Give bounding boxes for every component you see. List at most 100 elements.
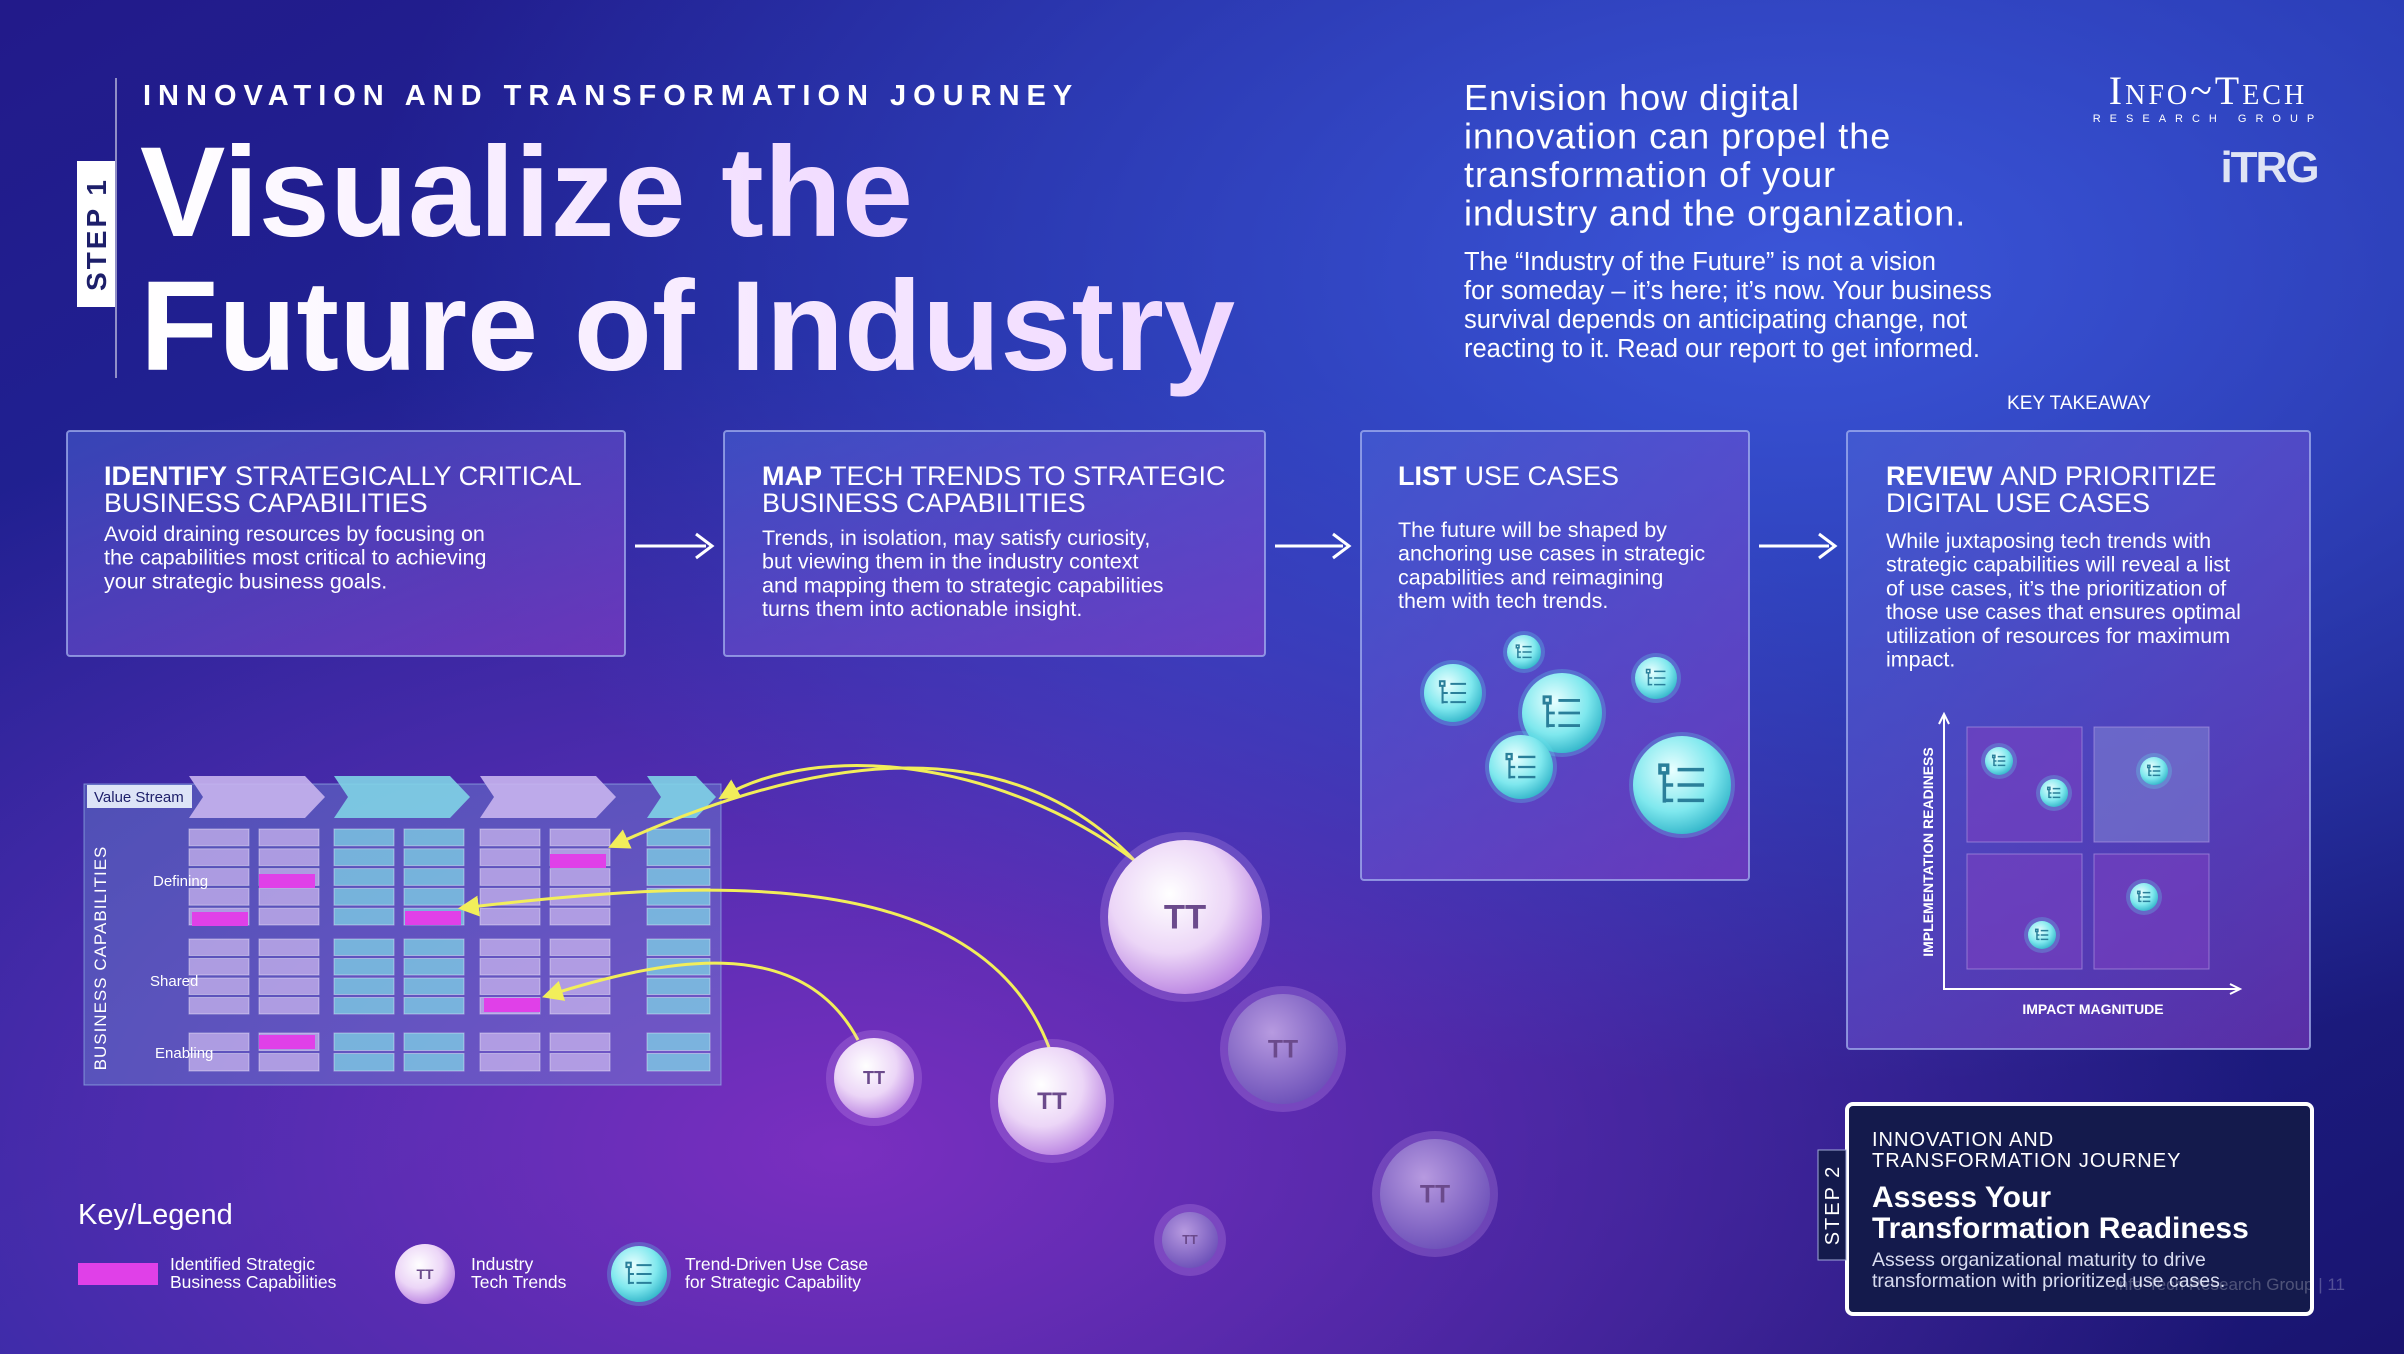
capability-cell xyxy=(333,907,395,926)
y-axis-label: IMPLEMENTATION READINESS xyxy=(1920,747,1936,957)
capability-cell xyxy=(479,977,541,995)
list-icon xyxy=(2136,890,2151,903)
step-heading: DIGITAL USE CASES xyxy=(1886,488,2150,518)
capability-cell xyxy=(333,958,395,976)
capability-cell xyxy=(403,977,465,995)
row-label: Enabling xyxy=(155,1045,213,1062)
list-icon-part xyxy=(1542,695,1552,705)
list-icon xyxy=(2034,928,2049,941)
list-icon-part xyxy=(1515,644,1520,649)
list-icon xyxy=(2146,764,2161,777)
step2-body: Assess organizational maturity to drive xyxy=(1872,1249,2206,1271)
title: Future of Industry xyxy=(140,255,1235,398)
step-body: strategic capabilities will reveal a lis… xyxy=(1886,553,2230,577)
list-icon-part xyxy=(2034,928,2039,933)
capability-cell xyxy=(258,977,320,995)
tech-trend-bubble xyxy=(1380,1139,1490,1249)
step-box xyxy=(66,430,626,657)
capability-cell xyxy=(188,958,250,976)
step-body: Avoid draining resources by focusing on xyxy=(104,522,485,546)
quadrant-cell xyxy=(1966,726,2083,843)
capability-cell xyxy=(479,868,541,886)
capability-cell xyxy=(333,977,395,995)
arrowhead xyxy=(1818,532,1838,560)
step-heading-bold: REVIEW xyxy=(1886,461,1993,491)
tech-trend-bubble xyxy=(1108,840,1262,994)
list-icon xyxy=(1515,644,1532,659)
list-icon xyxy=(1505,752,1536,779)
step2-box[interactable] xyxy=(1845,1102,2314,1316)
footer: Info-Tech Research Group | 11 xyxy=(2114,1275,2345,1294)
tech-trend-label: TT xyxy=(1182,1233,1198,1247)
list-icon-part xyxy=(2036,929,2049,941)
capability-cell xyxy=(188,977,250,995)
logo-tagline: RESEARCH GROUP xyxy=(2093,113,2324,125)
capability-cell xyxy=(188,938,250,956)
capability-cell xyxy=(646,907,711,926)
step-body: turns them into actionable insight. xyxy=(762,597,1082,621)
capability-cell xyxy=(333,868,395,886)
list-icon-part xyxy=(2146,764,2151,769)
step2-kicker: TRANSFORMATION JOURNEY xyxy=(1872,1150,2181,1172)
legend-label: Identified Strategic xyxy=(170,1254,315,1274)
key-takeaway-label: KEY TAKEAWAY xyxy=(2007,393,2151,414)
connector xyxy=(457,888,1052,1051)
step-heading-bold: MAP xyxy=(762,461,822,491)
step-heading: REVIEW AND PRIORITIZE xyxy=(1886,461,2217,491)
x-axis-label: IMPACT MAGNITUDE xyxy=(2022,1001,2163,1017)
intro-headline: Envision how digital xyxy=(1464,77,1800,118)
capability-cell xyxy=(646,1053,711,1072)
legend-label: for Strategic Capability xyxy=(685,1272,861,1292)
capability-cell xyxy=(646,977,711,995)
legend-label: Trend-Driven Use Case xyxy=(685,1254,868,1274)
step-body: those use cases that ensures optimal xyxy=(1886,600,2241,624)
capability-cell xyxy=(333,887,395,906)
row-label: Shared xyxy=(150,973,198,990)
capability-cell xyxy=(646,887,711,906)
capability-cell xyxy=(646,868,711,886)
connector xyxy=(718,764,1135,862)
capability-cell xyxy=(646,1032,711,1051)
list-icon-part xyxy=(2138,891,2151,903)
list-icon xyxy=(2046,786,2061,799)
step-body: and mapping them to strategic capabiliti… xyxy=(762,573,1164,597)
chevron xyxy=(189,776,325,818)
capability-cell xyxy=(188,1053,250,1072)
step-heading: MAP TECH TRENDS TO STRATEGIC xyxy=(762,461,1226,491)
step-body: anchoring use cases in strategic xyxy=(1398,542,1705,566)
step-body: impact. xyxy=(1886,648,1955,672)
intro-body: reacting to it. Read our report to get i… xyxy=(1464,335,1980,363)
step-heading-text: USE CASES xyxy=(1465,461,1620,491)
capability-cell xyxy=(188,1032,250,1051)
step2-tab xyxy=(1817,1149,1847,1261)
tech-trend-label: TT xyxy=(1037,1088,1067,1115)
step-body: them with tech trends. xyxy=(1398,589,1608,613)
strategic-capability xyxy=(259,1035,315,1049)
row-label: Defining xyxy=(153,873,208,890)
step-tab xyxy=(77,161,115,307)
list-icon xyxy=(1658,763,1705,803)
legend-swatch xyxy=(78,1263,158,1285)
legend-title: Key/Legend xyxy=(78,1199,233,1231)
capability-cell xyxy=(646,938,711,956)
capability-cell xyxy=(333,997,395,1015)
tech-trend-bubble xyxy=(998,1047,1106,1155)
list-icon-part xyxy=(1505,752,1513,761)
list-icon-part xyxy=(1645,668,1651,674)
step-heading: BUSINESS CAPABILITIES xyxy=(104,488,428,518)
capability-cell xyxy=(403,868,465,886)
step-body: The future will be shaped by xyxy=(1398,518,1667,542)
step-label: STEP 1 xyxy=(81,177,112,291)
capability-cell xyxy=(479,938,541,956)
legend-label: Tech Trends xyxy=(471,1272,567,1292)
tech-trend-bubble xyxy=(1228,994,1338,1104)
step-body: of use cases, it’s the prioritization of xyxy=(1886,576,2226,600)
capability-cell xyxy=(188,828,250,847)
list-icon xyxy=(1991,754,2006,767)
list-icon-part xyxy=(1647,670,1666,686)
step-body: but viewing them in the industry context xyxy=(762,550,1138,574)
tech-trend-bubble xyxy=(834,1038,914,1118)
legend-tech-trend-label: TT xyxy=(416,1266,434,1282)
